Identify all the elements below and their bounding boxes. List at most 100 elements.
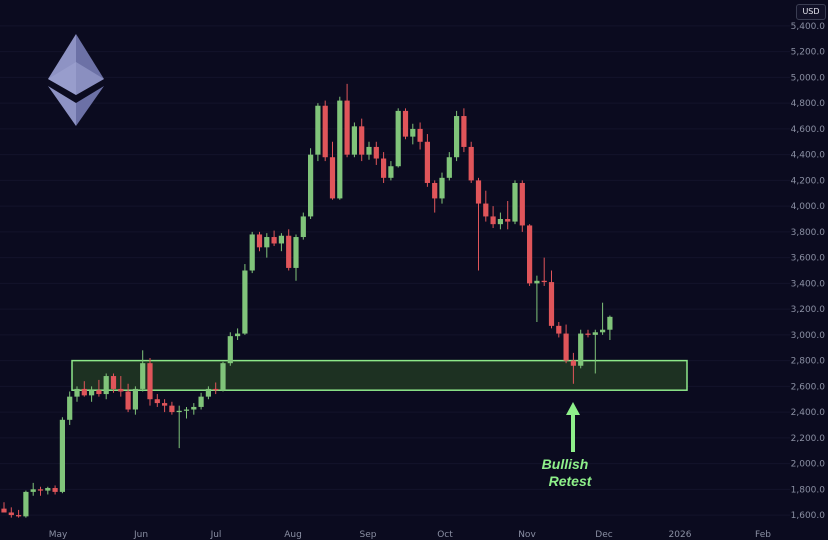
candle-body xyxy=(578,333,584,366)
candle-body xyxy=(59,419,65,492)
candle-body xyxy=(89,390,95,396)
candle xyxy=(176,405,182,449)
candle-body xyxy=(286,235,292,268)
candle xyxy=(519,180,525,232)
candle-body xyxy=(308,154,314,217)
y-tick-label: 2,200.0 xyxy=(791,434,826,444)
candle-body xyxy=(191,406,197,410)
candle xyxy=(308,148,314,220)
candle-body xyxy=(359,126,365,155)
candle xyxy=(45,486,51,495)
x-tick-label: Aug xyxy=(284,530,302,540)
candle-body xyxy=(373,146,379,159)
candle xyxy=(322,100,328,162)
candle xyxy=(59,417,65,494)
candle-body xyxy=(548,282,555,326)
candle-body xyxy=(607,316,613,330)
candle xyxy=(162,399,168,413)
currency-badge[interactable]: USD xyxy=(796,4,826,20)
candle-body xyxy=(37,489,44,491)
candle xyxy=(548,270,555,329)
candle xyxy=(388,161,394,181)
candle xyxy=(191,403,197,415)
candle xyxy=(30,482,36,496)
candle-body xyxy=(388,166,394,178)
candle-body xyxy=(23,491,29,517)
candle-body xyxy=(534,280,540,284)
candle xyxy=(300,212,306,240)
candle xyxy=(96,379,102,397)
candle xyxy=(16,509,22,518)
candle xyxy=(198,392,204,410)
candle-body xyxy=(140,363,146,389)
candle-body xyxy=(410,128,416,137)
candle xyxy=(534,275,540,322)
candle xyxy=(67,391,73,425)
candle-body xyxy=(366,146,372,155)
candle xyxy=(256,231,263,252)
y-tick-label: 3,800.0 xyxy=(791,228,826,238)
up-arrow-icon xyxy=(566,402,580,452)
candle-body xyxy=(74,388,80,397)
annotation-retest: Retest xyxy=(549,473,593,489)
x-tick-label: Jun xyxy=(133,530,148,540)
candle-body xyxy=(424,141,430,183)
candle xyxy=(497,212,503,230)
candle-body xyxy=(519,182,525,226)
candle-body xyxy=(118,388,124,392)
candle-body xyxy=(527,225,533,284)
candle-body xyxy=(8,512,14,516)
candle-body xyxy=(264,237,270,248)
y-tick-label: 1,800.0 xyxy=(791,485,826,495)
x-tick-label: Feb xyxy=(755,530,771,540)
candle-body xyxy=(256,234,263,248)
candle-body xyxy=(278,235,284,244)
candle xyxy=(446,152,452,181)
candle xyxy=(410,123,416,145)
candle xyxy=(366,141,372,160)
candle xyxy=(242,264,248,335)
candle-body xyxy=(96,390,102,395)
candle xyxy=(103,373,109,400)
candle xyxy=(381,152,387,183)
x-tick-label: Sep xyxy=(360,530,377,540)
grid-lines xyxy=(0,25,790,516)
candle-body xyxy=(381,158,387,178)
candle xyxy=(607,315,613,341)
y-tick-label: 3,200.0 xyxy=(791,305,826,315)
candle-body xyxy=(563,333,569,361)
candle xyxy=(220,361,226,392)
candle-body xyxy=(468,146,474,181)
candle-body xyxy=(600,329,606,333)
candle-body xyxy=(592,332,598,335)
candle xyxy=(249,231,255,274)
candle xyxy=(439,172,445,204)
candle xyxy=(505,200,511,230)
candle xyxy=(527,224,533,286)
candle xyxy=(293,234,299,281)
candle xyxy=(475,177,482,271)
candle-body xyxy=(249,234,255,271)
candle-body xyxy=(183,409,190,411)
ethereum-logo-icon xyxy=(48,34,104,126)
candle xyxy=(235,328,241,341)
y-tick-label: 1,600.0 xyxy=(791,511,826,521)
candle-body xyxy=(81,388,87,396)
candle-body xyxy=(497,219,503,225)
candle xyxy=(402,108,409,140)
candle xyxy=(1,502,7,513)
candle xyxy=(351,122,357,158)
candles xyxy=(1,83,613,518)
candle xyxy=(264,233,270,258)
y-tick-label: 5,400.0 xyxy=(791,22,826,32)
candle-body xyxy=(169,405,175,413)
candle-body xyxy=(541,280,547,283)
candle xyxy=(432,180,438,213)
candle-body xyxy=(461,116,467,147)
x-tick-label: Jul xyxy=(210,530,222,540)
candle xyxy=(52,485,58,495)
candle-body xyxy=(300,216,306,238)
candle xyxy=(512,180,518,225)
